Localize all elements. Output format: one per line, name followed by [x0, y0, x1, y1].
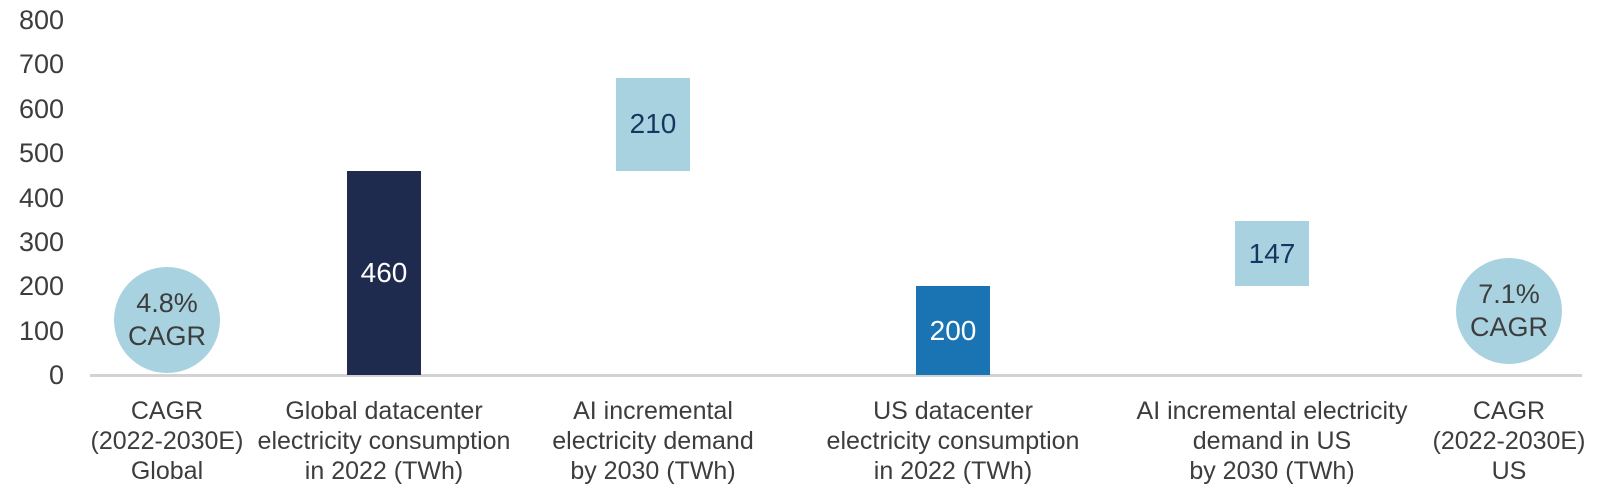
y-axis-tick-label: 0 [48, 360, 64, 390]
y-axis-tick-label: 400 [18, 182, 64, 213]
bar-value-label: 200 [929, 314, 977, 346]
category-label-cagr-us: CAGR (2022-2030E) US [1432, 397, 1586, 485]
category-label-us-datacenter-2022: US datacenter electricity consumption in… [826, 397, 1080, 485]
x-axis-line [90, 374, 1582, 377]
cagr-circle-cagr-us: 7.1% CAGR [1456, 258, 1562, 364]
bar-value-label: 460 [360, 256, 408, 288]
y-axis-tick-label: 100 [18, 315, 64, 346]
bar-ai-incremental-us-2030: 147 [1235, 221, 1309, 287]
y-axis-tick-label: 200 [18, 271, 64, 302]
category-label-ai-incremental-us-2030: AI incremental electricity demand in US … [1136, 397, 1408, 485]
y-axis-tick-label: 700 [18, 49, 64, 80]
bar-us-datacenter-2022: 200 [916, 286, 990, 375]
bar-ai-incremental-global-2030: 210 [616, 77, 690, 171]
y-axis-tick-label: 600 [18, 93, 64, 124]
y-axis-tick-label: 300 [18, 226, 64, 257]
category-label-cagr-global: CAGR (2022-2030E) Global [90, 397, 244, 485]
category-label-global-datacenter-2022: Global datacenter electricity consumptio… [257, 397, 511, 485]
bar-value-label: 147 [1248, 237, 1296, 269]
cagr-circle-label: 4.8% CAGR [127, 288, 206, 351]
y-axis-tick-label: 500 [18, 138, 64, 169]
category-label-ai-incremental-global-2030: AI incremental electricity demand by 203… [552, 397, 754, 485]
bar-value-label: 210 [629, 108, 677, 140]
cagr-circle-cagr-global: 4.8% CAGR [114, 267, 220, 373]
y-axis-tick-label: 800 [18, 5, 64, 35]
cagr-circle-label: 7.1% CAGR [1469, 279, 1548, 342]
bar-global-datacenter-2022: 460 [347, 170, 421, 375]
